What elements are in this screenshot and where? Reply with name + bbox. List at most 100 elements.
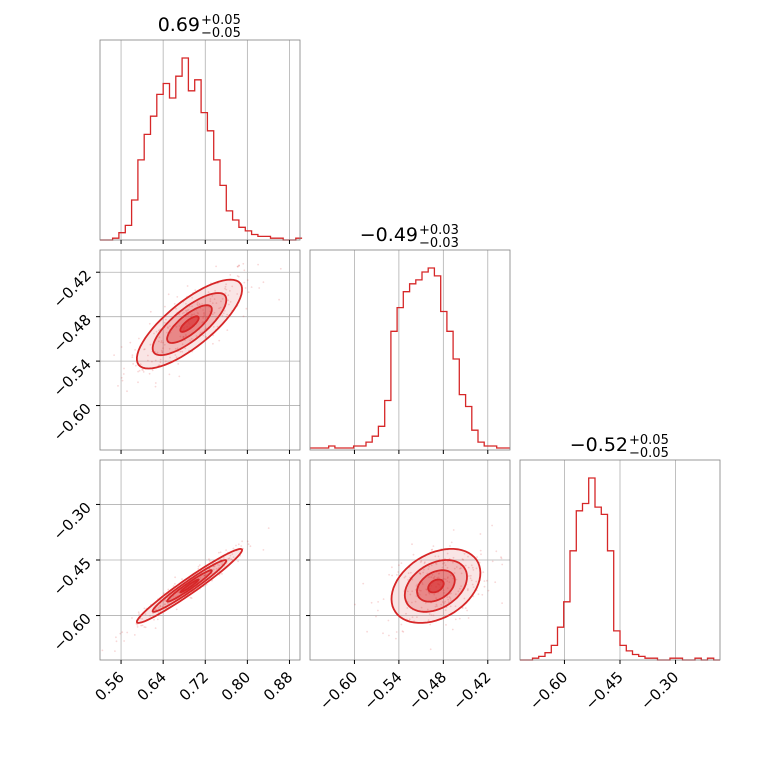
sample-point (436, 605, 438, 607)
sample-point (483, 585, 486, 588)
sample-point (137, 611, 140, 614)
title-param-2: −0.49 +0.03 −0.03 (360, 223, 459, 251)
sample-point (93, 382, 95, 384)
sample-point (445, 624, 447, 626)
sample-point (133, 634, 136, 636)
sample-point (225, 315, 228, 318)
sample-point (477, 593, 480, 596)
sample-point (437, 572, 440, 575)
sample-point (155, 608, 158, 611)
sample-point (167, 602, 169, 605)
sample-point (164, 305, 166, 308)
plot-area (354, 524, 504, 651)
sample-point (449, 545, 451, 547)
sample-point (391, 574, 393, 577)
sample-point (377, 601, 379, 603)
sample-point (237, 275, 240, 278)
sample-point (221, 561, 223, 564)
sample-point (131, 354, 134, 357)
title-param-3: −0.52 +0.05 −0.05 (570, 433, 669, 461)
sample-point (500, 556, 502, 559)
sample-point (195, 335, 198, 337)
sample-point (163, 343, 166, 346)
sample-point (179, 335, 182, 338)
sample-point (457, 590, 460, 593)
sample-point (419, 572, 422, 575)
sample-point (432, 614, 435, 617)
sample-point (487, 589, 490, 592)
sample-point (229, 274, 232, 276)
sample-point (160, 340, 163, 342)
sample-point (174, 347, 177, 350)
contour-level-4 (427, 578, 445, 594)
sample-point (387, 619, 390, 622)
histogram-step-line (310, 267, 510, 449)
sample-point (279, 267, 282, 270)
sample-point (475, 567, 478, 570)
sample-point (213, 565, 216, 568)
sample-point (159, 605, 162, 607)
sample-point (159, 358, 162, 361)
sample-point (202, 317, 205, 319)
sample-point (113, 354, 115, 356)
sample-point (162, 347, 164, 350)
sample-point (115, 636, 117, 639)
title-3-upper: +0.05 (629, 433, 669, 448)
sample-point (219, 551, 222, 554)
sample-point (449, 599, 452, 602)
title-2-value: −0.49 (360, 224, 418, 246)
y-tick-label: −0.30 (50, 499, 95, 544)
sample-point (203, 574, 206, 577)
sample-point (201, 303, 204, 305)
sample-point (154, 359, 157, 362)
sample-point (198, 302, 201, 305)
sample-point (138, 613, 141, 615)
scatter-panel-2_0 (99, 459, 301, 661)
sample-point (479, 533, 482, 535)
sample-point (238, 264, 240, 267)
title-2-lower: −0.03 (419, 236, 459, 251)
sample-point (216, 325, 219, 328)
sample-point (382, 632, 384, 635)
sample-point (452, 577, 454, 580)
sample-point (267, 527, 270, 529)
sample-point (159, 605, 162, 608)
sample-point (395, 637, 397, 640)
sample-point (215, 567, 218, 570)
sample-point (218, 551, 220, 554)
sample-point (450, 541, 453, 544)
sample-point (184, 309, 187, 312)
sample-point (136, 624, 139, 626)
sample-point (501, 563, 504, 566)
sample-point (198, 564, 201, 566)
x-tick-label: 0.80 (218, 668, 254, 704)
sample-point (408, 618, 411, 621)
sample-point (208, 560, 211, 562)
sample-point (240, 545, 243, 547)
sample-point (161, 605, 164, 608)
sample-point (431, 573, 434, 576)
sample-point (175, 356, 178, 359)
histogram-panel-2 (309, 249, 511, 451)
sample-point (157, 340, 160, 343)
sample-point (446, 596, 449, 598)
sample-point (120, 346, 123, 348)
sample-point (447, 598, 449, 601)
sample-point (459, 587, 461, 590)
sample-point (421, 581, 423, 584)
sample-point (160, 341, 163, 344)
sample-point (426, 572, 429, 575)
sample-point (208, 558, 210, 561)
sample-point (247, 291, 250, 294)
sample-point (155, 330, 158, 333)
sample-point (176, 296, 179, 298)
sample-point (137, 370, 140, 373)
sample-point (178, 313, 181, 316)
sample-point (143, 348, 145, 351)
sample-point (168, 373, 171, 376)
sample-point (483, 580, 486, 582)
sample-point (469, 577, 472, 580)
sample-point (227, 299, 230, 302)
sample-point (197, 312, 200, 315)
sample-point (122, 373, 125, 375)
